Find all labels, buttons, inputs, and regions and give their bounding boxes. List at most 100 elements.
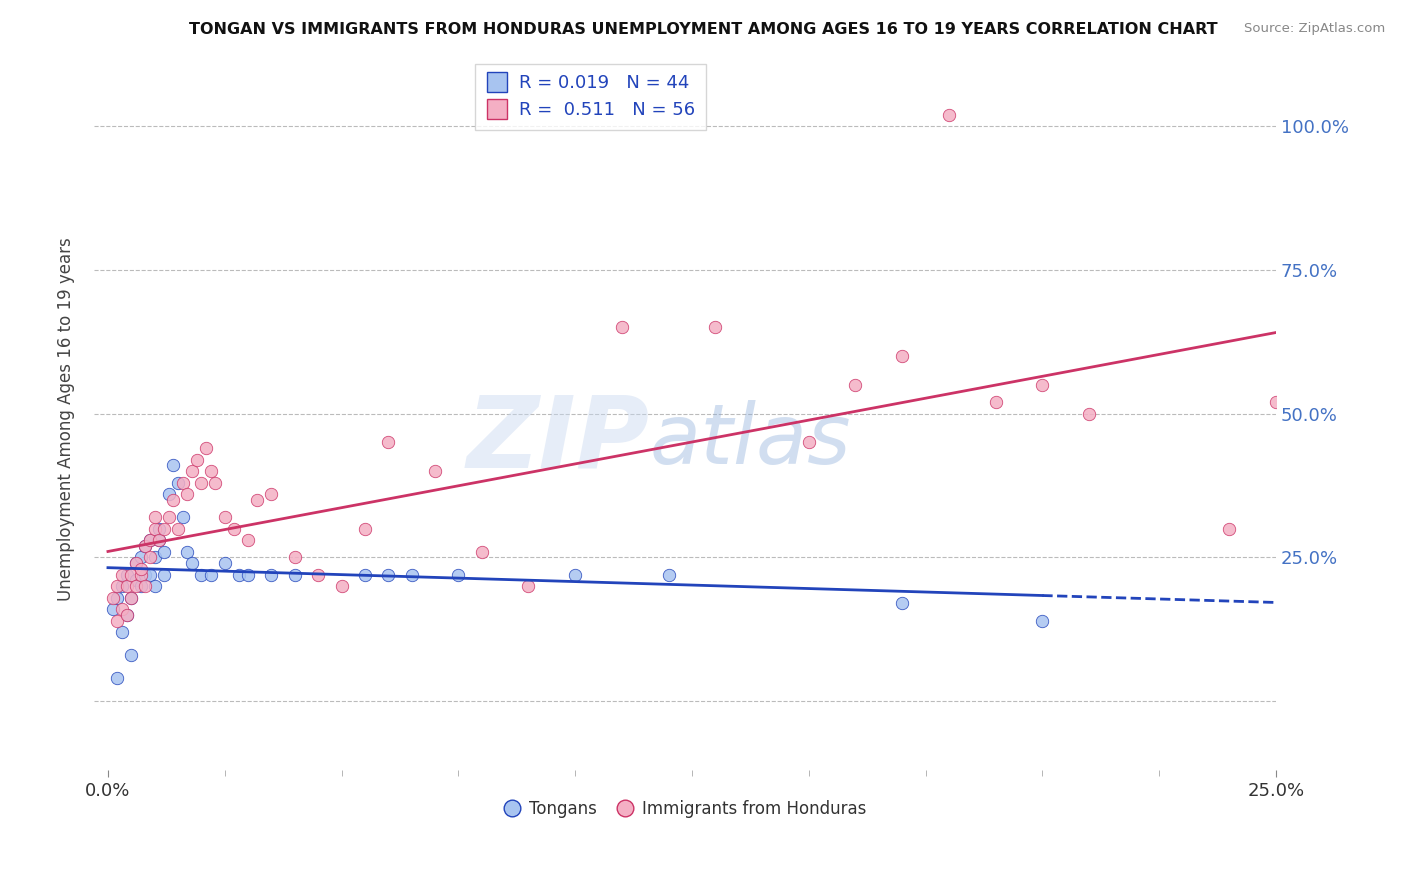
Point [181, 464, 204, 478]
Point [143, 510, 166, 524]
Point [148, 533, 170, 547]
Point [471, 544, 494, 558]
Point [134, 567, 156, 582]
Point [236, 567, 259, 582]
Point [284, 567, 307, 582]
Point [423, 464, 446, 478]
Point [610, 320, 633, 334]
Point [115, 567, 138, 582]
Point [200, 567, 222, 582]
Point [236, 533, 259, 547]
Point [844, 377, 866, 392]
Point [564, 567, 586, 582]
Point [162, 492, 184, 507]
Point [307, 567, 329, 582]
Point [134, 579, 156, 593]
Point [172, 510, 194, 524]
Point [129, 567, 152, 582]
Point [246, 492, 269, 507]
Point [222, 521, 245, 535]
Point [115, 607, 138, 622]
Point [200, 464, 222, 478]
Text: Source: ZipAtlas.com: Source: ZipAtlas.com [1244, 22, 1385, 36]
Point [447, 567, 470, 582]
Text: ZIP: ZIP [467, 392, 650, 489]
Point [143, 521, 166, 535]
Point [354, 521, 377, 535]
Point [105, 614, 128, 628]
Point [195, 441, 218, 455]
Point [115, 607, 138, 622]
Point [401, 567, 423, 582]
Point [120, 648, 142, 662]
Point [1031, 377, 1053, 392]
Point [228, 567, 250, 582]
Point [115, 579, 138, 593]
Point [214, 510, 236, 524]
Point [129, 562, 152, 576]
Point [260, 487, 283, 501]
Legend: Tongans, Immigrants from Honduras: Tongans, Immigrants from Honduras [498, 794, 873, 825]
Point [134, 539, 156, 553]
Point [891, 349, 914, 363]
Point [167, 521, 190, 535]
Point [1218, 521, 1240, 535]
Point [186, 452, 208, 467]
Point [284, 550, 307, 565]
Point [157, 487, 180, 501]
Point [125, 574, 148, 588]
Point [120, 591, 142, 605]
Point [330, 579, 353, 593]
Point [129, 550, 152, 565]
Point [101, 602, 124, 616]
Point [172, 475, 194, 490]
Point [797, 435, 820, 450]
Point [139, 533, 162, 547]
Point [938, 107, 960, 121]
Point [354, 567, 377, 582]
Point [111, 579, 134, 593]
Point [190, 475, 212, 490]
Point [143, 550, 166, 565]
Point [153, 567, 176, 582]
Point [105, 591, 128, 605]
Point [260, 567, 283, 582]
Point [162, 458, 184, 473]
Point [125, 579, 148, 593]
Text: atlas: atlas [650, 400, 851, 481]
Point [377, 567, 399, 582]
Point [125, 556, 148, 570]
Y-axis label: Unemployment Among Ages 16 to 19 years: Unemployment Among Ages 16 to 19 years [58, 237, 75, 601]
Point [111, 602, 134, 616]
Point [167, 475, 190, 490]
Point [101, 591, 124, 605]
Text: TONGAN VS IMMIGRANTS FROM HONDURAS UNEMPLOYMENT AMONG AGES 16 TO 19 YEARS CORREL: TONGAN VS IMMIGRANTS FROM HONDURAS UNEMP… [188, 22, 1218, 37]
Point [658, 567, 681, 582]
Point [139, 567, 162, 582]
Point [214, 556, 236, 570]
Point [120, 591, 142, 605]
Point [139, 550, 162, 565]
Point [120, 567, 142, 582]
Point [111, 567, 134, 582]
Point [704, 320, 727, 334]
Point [125, 556, 148, 570]
Point [176, 544, 198, 558]
Point [157, 510, 180, 524]
Point [105, 579, 128, 593]
Point [517, 579, 540, 593]
Point [181, 556, 204, 570]
Point [139, 533, 162, 547]
Point [129, 579, 152, 593]
Point [1078, 407, 1101, 421]
Point [891, 596, 914, 610]
Point [105, 671, 128, 685]
Point [984, 395, 1007, 409]
Point [148, 521, 170, 535]
Point [134, 539, 156, 553]
Point [153, 521, 176, 535]
Point [1265, 395, 1288, 409]
Point [1031, 614, 1053, 628]
Point [176, 487, 198, 501]
Point [143, 579, 166, 593]
